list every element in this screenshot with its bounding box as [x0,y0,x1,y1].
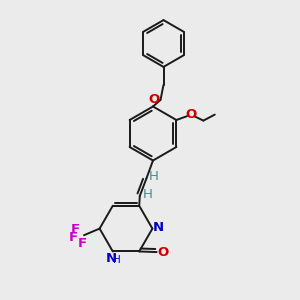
Text: N: N [153,220,164,234]
Text: H: H [143,188,152,201]
Text: N: N [106,252,117,265]
Text: O: O [157,246,168,259]
Text: O: O [185,108,196,121]
Text: F: F [78,237,87,250]
Text: H: H [113,255,121,265]
Text: H: H [149,170,159,184]
Text: F: F [71,223,80,236]
Text: F: F [69,231,78,244]
Text: O: O [148,93,160,106]
